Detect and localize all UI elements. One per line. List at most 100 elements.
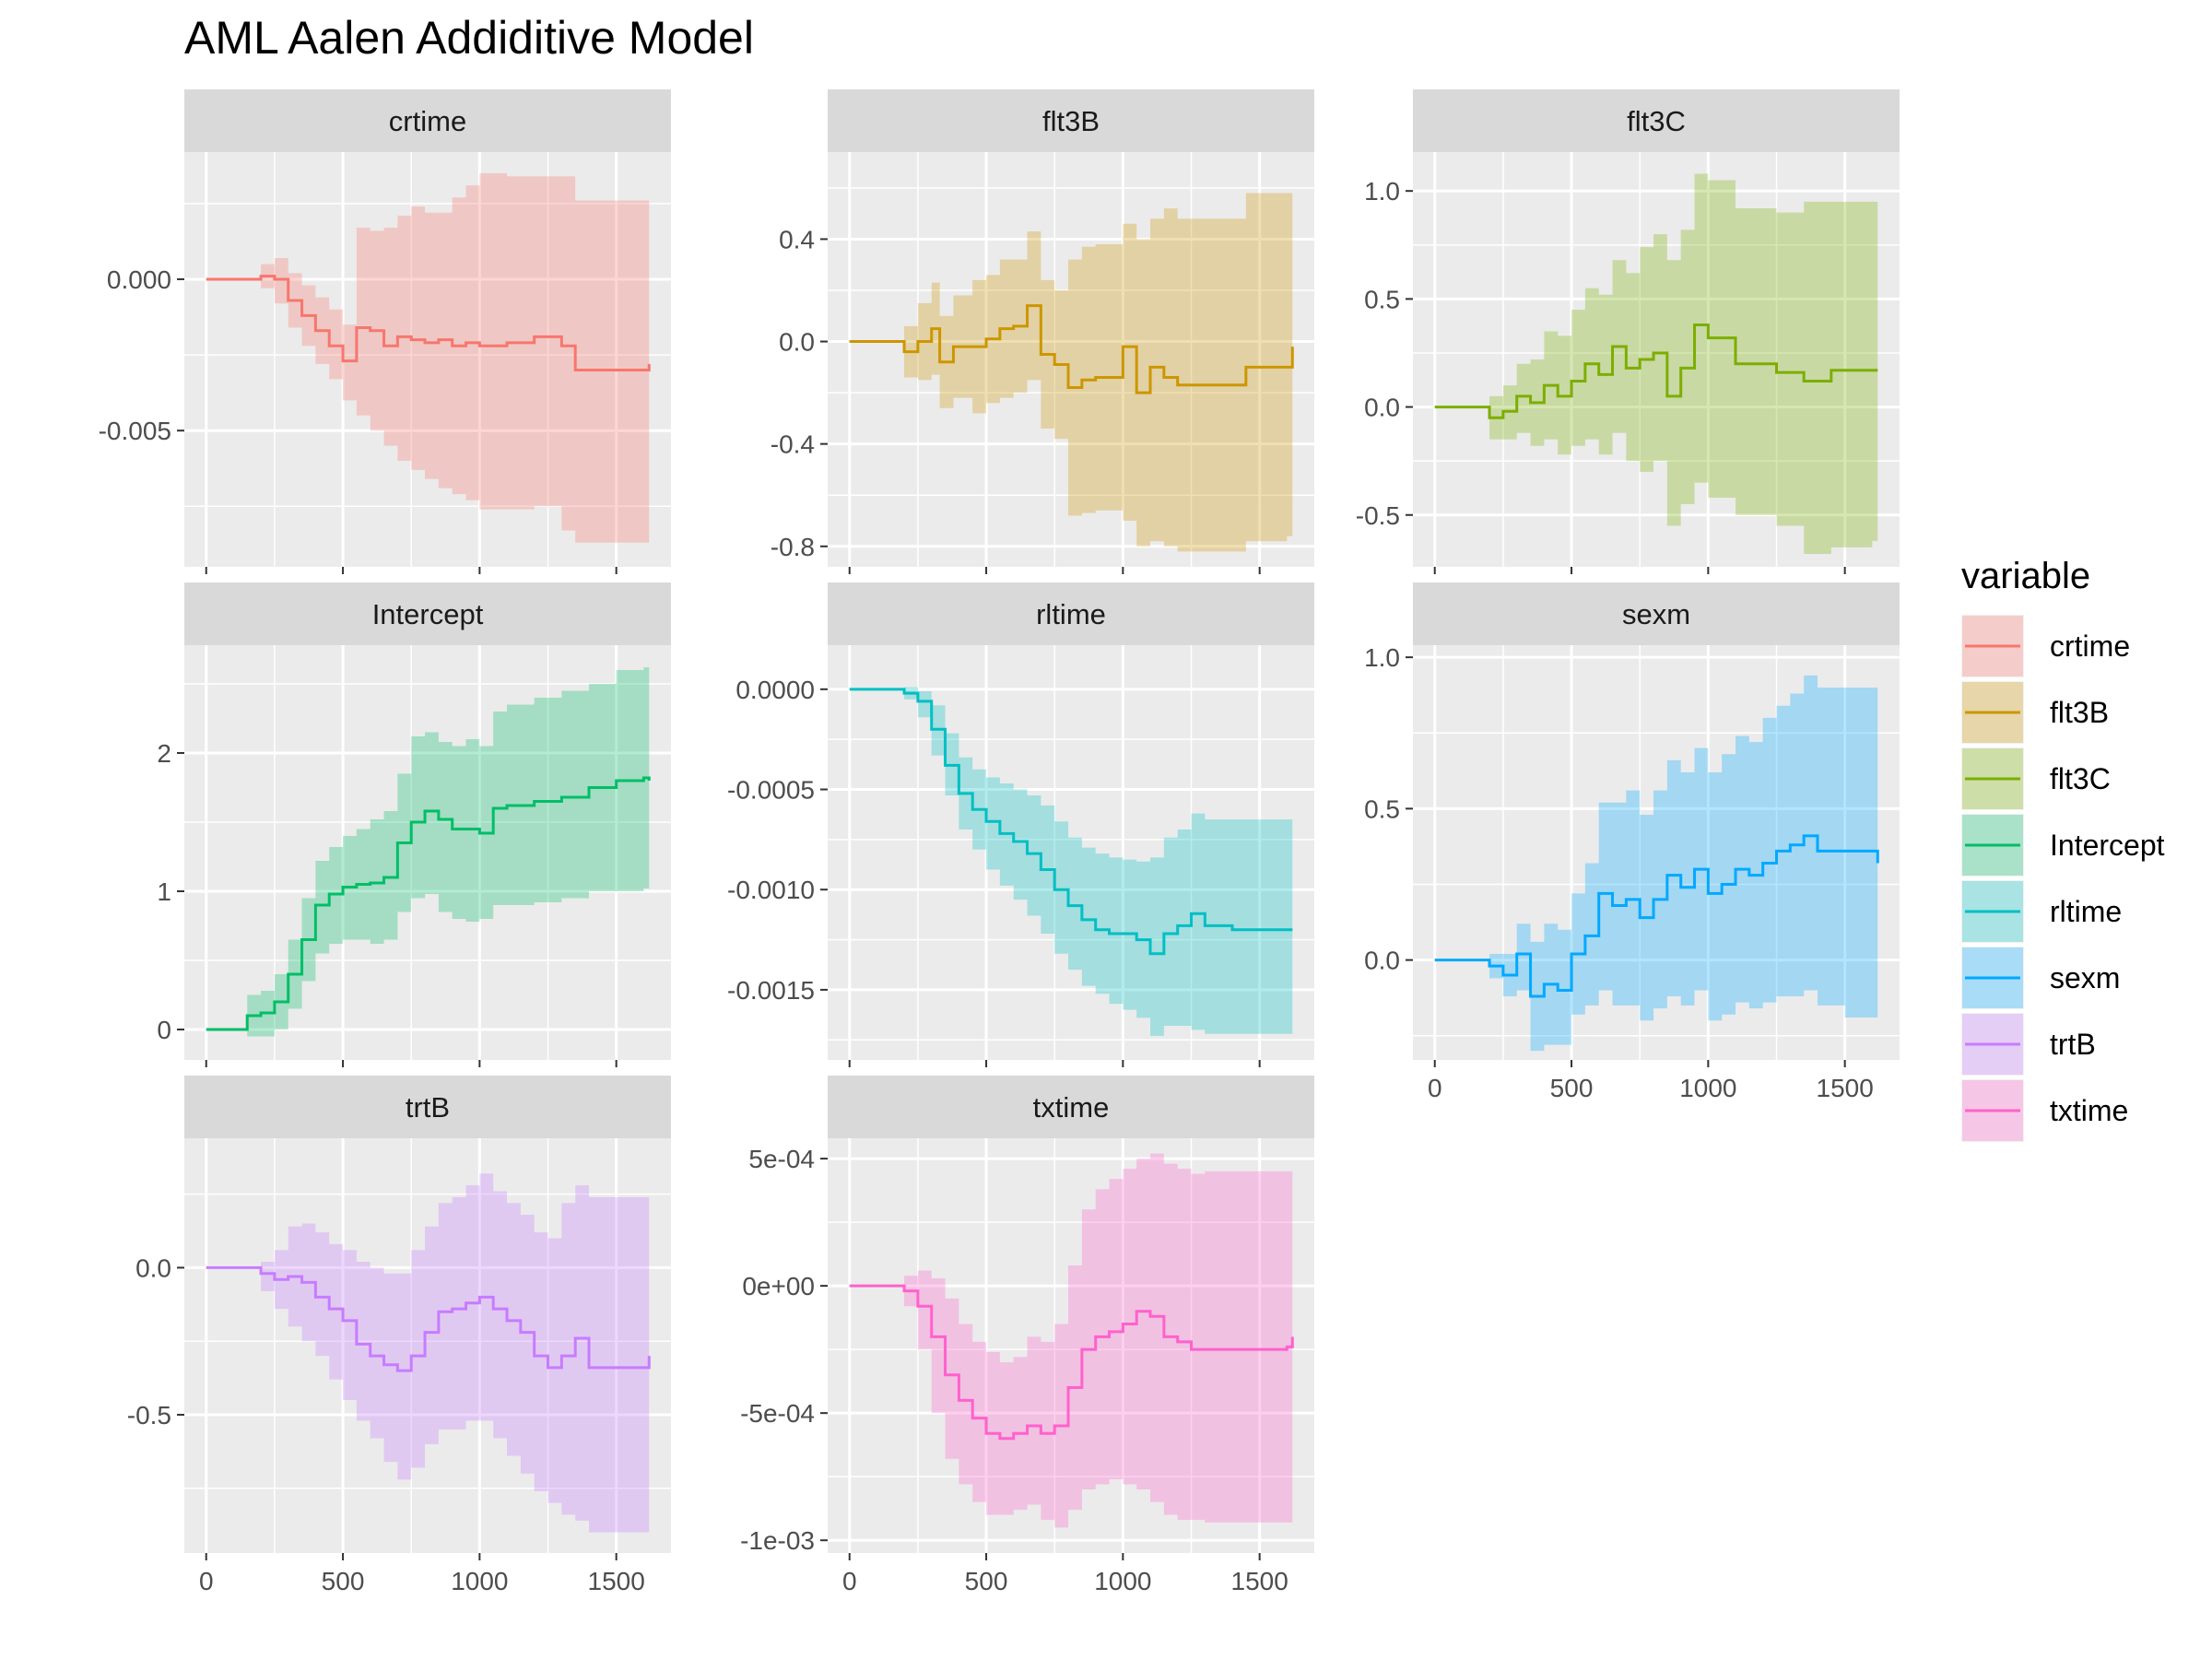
y-tick-label: 0.4 (779, 225, 815, 253)
y-tick-label: 0.5 (1364, 794, 1400, 823)
panel-background (828, 152, 1314, 567)
y-tick-label: 0e+00 (742, 1272, 815, 1300)
y-tick-label: -1e-03 (740, 1526, 815, 1555)
y-tick-label: -0.5 (1356, 501, 1400, 530)
x-tick-label: 1500 (1231, 1567, 1288, 1595)
y-tick-label: -5e-04 (740, 1399, 815, 1428)
panel-flt3C: flt3C 1.0 0.5 0.0 -0.5 (1356, 89, 1900, 574)
facet-strip-label: flt3B (1042, 105, 1100, 137)
estimate-line (206, 1265, 651, 1372)
x-tick-label: 1000 (1094, 1567, 1151, 1595)
confidence-band (206, 172, 650, 543)
confidence-band (206, 667, 650, 1037)
y-tick-label: 1.0 (1364, 177, 1400, 206)
y-tick-label: 0.0 (135, 1253, 171, 1282)
confidence-band (849, 193, 1293, 552)
y-tick-label: 0.0 (779, 328, 815, 357)
facet-strip (184, 1076, 671, 1138)
facet-strip-label: flt3C (1627, 105, 1686, 137)
facet-strip-label: trtB (406, 1091, 450, 1124)
facet-strip-label: crtime (389, 105, 466, 137)
estimate-line (206, 776, 651, 1031)
legend-label: crtime (2050, 629, 2130, 663)
confidence-band (1434, 173, 1878, 554)
x-tick-label: 1000 (1679, 1074, 1736, 1102)
legend: variable crtime flt3B flt3C Intercept rltime… (1961, 556, 2165, 1142)
facet-strip (1413, 89, 1900, 152)
legend-label: flt3C (2050, 762, 2111, 795)
estimate-line (849, 304, 1294, 394)
facet-strip (1413, 582, 1900, 645)
facet-strip (828, 89, 1314, 152)
estimate-line (206, 275, 651, 371)
facet-strip-label: Intercept (372, 598, 484, 630)
legend-item-sexm: sexm (1961, 947, 2120, 1009)
x-tick-label: 500 (322, 1567, 365, 1595)
facet-strip (828, 582, 1314, 645)
panel-trtB: trtB 0.0 -0.5 0 500 1000 1500 (127, 1076, 671, 1595)
confidence-band (206, 1173, 650, 1533)
y-tick-label: -0.0005 (727, 776, 815, 805)
y-tick-label: 0.0 (1364, 394, 1400, 422)
estimate-line (1434, 324, 1878, 419)
y-tick-label: 0.0000 (735, 676, 815, 704)
confidence-band (1434, 675, 1878, 1052)
legend-label: trtB (2050, 1028, 2096, 1061)
legend-item-rltime: rltime (1961, 880, 2122, 943)
panel-background (1413, 152, 1900, 567)
y-tick-label: -0.005 (99, 417, 171, 445)
y-tick-label: 0.000 (107, 265, 171, 294)
legend-item-crtime: crtime (1961, 615, 2130, 677)
facet-strip (828, 1076, 1314, 1138)
x-tick-label: 0 (842, 1567, 857, 1595)
y-tick-label: -0.0010 (727, 876, 815, 904)
panel-background (828, 1138, 1314, 1553)
facet-strip (184, 89, 671, 152)
legend-label: flt3B (2050, 696, 2109, 729)
panel-flt3B: flt3B 0.4 0.0 -0.4 -0.8 (771, 89, 1314, 574)
y-tick-label: -0.5 (127, 1401, 171, 1430)
legend-label: rltime (2050, 895, 2122, 928)
facet-panels: crtime0.000-0.005flt3B0.40.0-0.4-0.8flt3… (99, 89, 1900, 1595)
y-tick-label: 0.0 (1364, 947, 1400, 975)
x-tick-label: 1000 (451, 1567, 508, 1595)
y-tick-label: -0.8 (771, 533, 815, 561)
panel-background (184, 645, 671, 1060)
y-tick-label: -0.4 (771, 430, 815, 459)
panel-background (1413, 645, 1900, 1060)
chart-title: AML Aalen Addiditive Model (184, 12, 754, 64)
confidence-band (849, 1153, 1293, 1528)
y-tick-label: -0.0015 (727, 976, 815, 1005)
facet-strip-label: rltime (1036, 598, 1106, 630)
panel-rltime: rltime 0.0000 -0.0005 -0.0010 -0.0015 (727, 582, 1314, 1067)
legend-item-flt3B: flt3B (1961, 681, 2109, 744)
legend-item-trtB: trtB (1961, 1013, 2096, 1076)
legend-item-Intercept: Intercept (1961, 814, 2165, 877)
legend-item-flt3C: flt3C (1961, 747, 2111, 810)
estimate-line (849, 688, 1293, 956)
x-tick-label: 0 (199, 1567, 214, 1595)
y-tick-label: 2 (157, 739, 171, 768)
x-tick-label: 1500 (588, 1567, 645, 1595)
estimate-line (849, 1284, 1294, 1441)
legend-item-txtime: txtime (1961, 1079, 2128, 1142)
panel-sexm: sexm 1.0 0.5 0.0 0 500 1000 1500 (1364, 582, 1900, 1102)
legend-title: variable (1961, 556, 2090, 596)
facet-strip-label: sexm (1622, 598, 1690, 630)
x-tick-label: 0 (1428, 1074, 1442, 1102)
estimate-line (1434, 834, 1879, 998)
y-tick-label: 0.5 (1364, 285, 1400, 313)
x-tick-label: 500 (1550, 1074, 1594, 1102)
facet-strip (184, 582, 671, 645)
panel-Intercept: Intercept 2 1 0 (157, 582, 671, 1067)
panel-txtime: txtime 5e-04 0e+00 -5e-04 -1e-03 0 500 1000 1500 (740, 1076, 1314, 1595)
y-tick-label: 1 (157, 877, 171, 906)
legend-label: txtime (2050, 1094, 2128, 1127)
panel-background (184, 152, 671, 567)
legend-label: Intercept (2050, 829, 2165, 862)
x-tick-label: 500 (965, 1567, 1008, 1595)
y-tick-label: 5e-04 (748, 1145, 815, 1173)
x-tick-label: 1500 (1817, 1074, 1874, 1102)
y-tick-label: 1.0 (1364, 643, 1400, 672)
